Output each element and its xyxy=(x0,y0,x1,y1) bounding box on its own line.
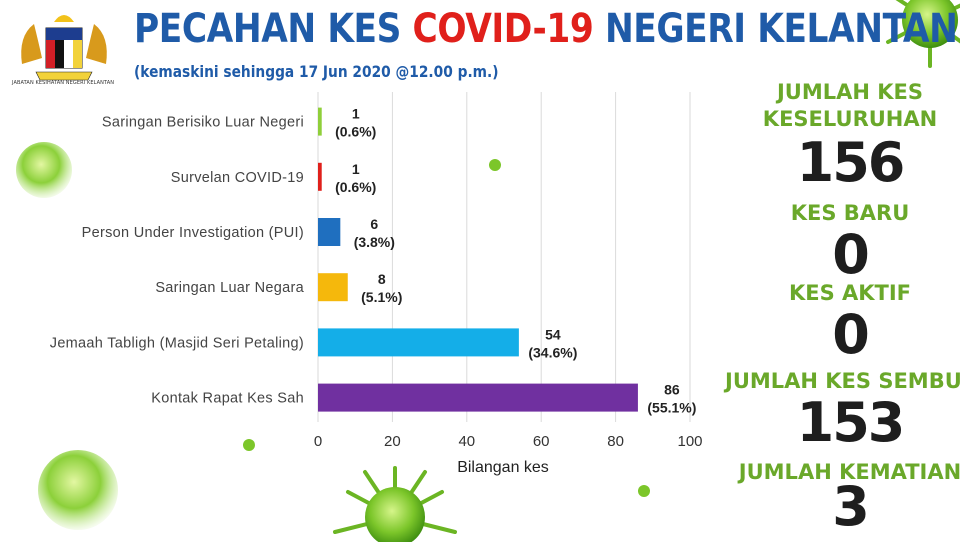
x-tick-label: 40 xyxy=(458,433,475,450)
virus-decoration-icon xyxy=(886,0,960,68)
x-tick-label: 60 xyxy=(533,433,550,450)
page-subtitle: (kemaskini sehingga 17 Jun 2020 @12.00 p… xyxy=(134,62,499,81)
bar xyxy=(318,218,341,246)
bar xyxy=(318,383,638,412)
coat-of-arms-logo xyxy=(21,15,107,81)
category-label: Jemaah Tabligh (Masjid Seri Petaling) xyxy=(50,335,304,351)
data-label-percent: (55.1%) xyxy=(647,400,696,416)
stat-value-new: 0 xyxy=(832,223,870,286)
title-part-1: PECAHAN KES xyxy=(134,6,413,52)
stat-label-new: KES BARU xyxy=(790,201,910,225)
stat-label-active: KES AKTIF xyxy=(788,281,912,305)
data-label-percent: (0.6%) xyxy=(335,179,376,195)
data-label-value: 8 xyxy=(378,271,386,287)
stat-label-recovered: JUMLAH KES SEMBUH xyxy=(725,369,960,393)
category-label: Saringan Luar Negara xyxy=(155,280,304,296)
bar xyxy=(318,162,322,191)
category-label: Person Under Investigation (PUI) xyxy=(82,225,304,241)
category-label: Kontak Rapat Kes Sah xyxy=(151,391,304,407)
stat-value-active: 0 xyxy=(832,303,870,366)
x-axis-title: Bilangan kes xyxy=(457,459,549,476)
bar xyxy=(318,107,322,136)
data-label-value: 6 xyxy=(370,216,378,232)
virus-decoration-icon xyxy=(243,439,255,451)
stat-value-total: 156 xyxy=(796,131,906,194)
logo-caption: JABATAN KESIHATAN NEGERI KELANTAN xyxy=(12,80,115,86)
data-label-percent: (0.6%) xyxy=(335,124,376,140)
stat-label-deaths: JUMLAH KEMATIAN xyxy=(738,460,960,484)
stat-label-total-line1: JUMLAH KES xyxy=(776,80,924,104)
x-tick-label: 80 xyxy=(607,433,624,450)
title-part-2: COVID-19 xyxy=(412,6,594,52)
data-label-percent: (3.8%) xyxy=(354,234,395,250)
category-label: Survelan COVID-19 xyxy=(171,170,304,186)
stat-value-recovered: 153 xyxy=(796,391,906,454)
data-label-value: 86 xyxy=(664,382,680,398)
virus-decoration-icon xyxy=(638,485,650,497)
virus-decoration-icon xyxy=(489,159,501,171)
data-label-percent: (5.1%) xyxy=(361,289,402,305)
x-tick-label: 20 xyxy=(384,433,401,450)
data-label-value: 54 xyxy=(545,326,561,342)
bar xyxy=(318,273,348,302)
data-label-value: 1 xyxy=(352,161,360,177)
x-tick-label: 0 xyxy=(314,433,322,450)
virus-decoration-icon xyxy=(38,450,118,530)
data-label-percent: (34.6%) xyxy=(528,344,577,360)
page-title: PECAHAN KES COVID-19 NEGERI KELANTAN xyxy=(134,6,958,52)
data-label-value: 1 xyxy=(352,106,360,122)
virus-decoration-icon xyxy=(16,142,72,198)
bar xyxy=(318,328,519,357)
title-part-3: NEGERI KELANTAN xyxy=(593,6,958,52)
stat-label-total-line2: KESELURUHAN xyxy=(762,107,938,131)
virus-decoration-icon xyxy=(333,466,457,542)
category-label: Saringan Berisiko Luar Negeri xyxy=(102,115,304,131)
stat-value-deaths: 3 xyxy=(832,475,870,538)
x-tick-label: 100 xyxy=(677,433,702,450)
